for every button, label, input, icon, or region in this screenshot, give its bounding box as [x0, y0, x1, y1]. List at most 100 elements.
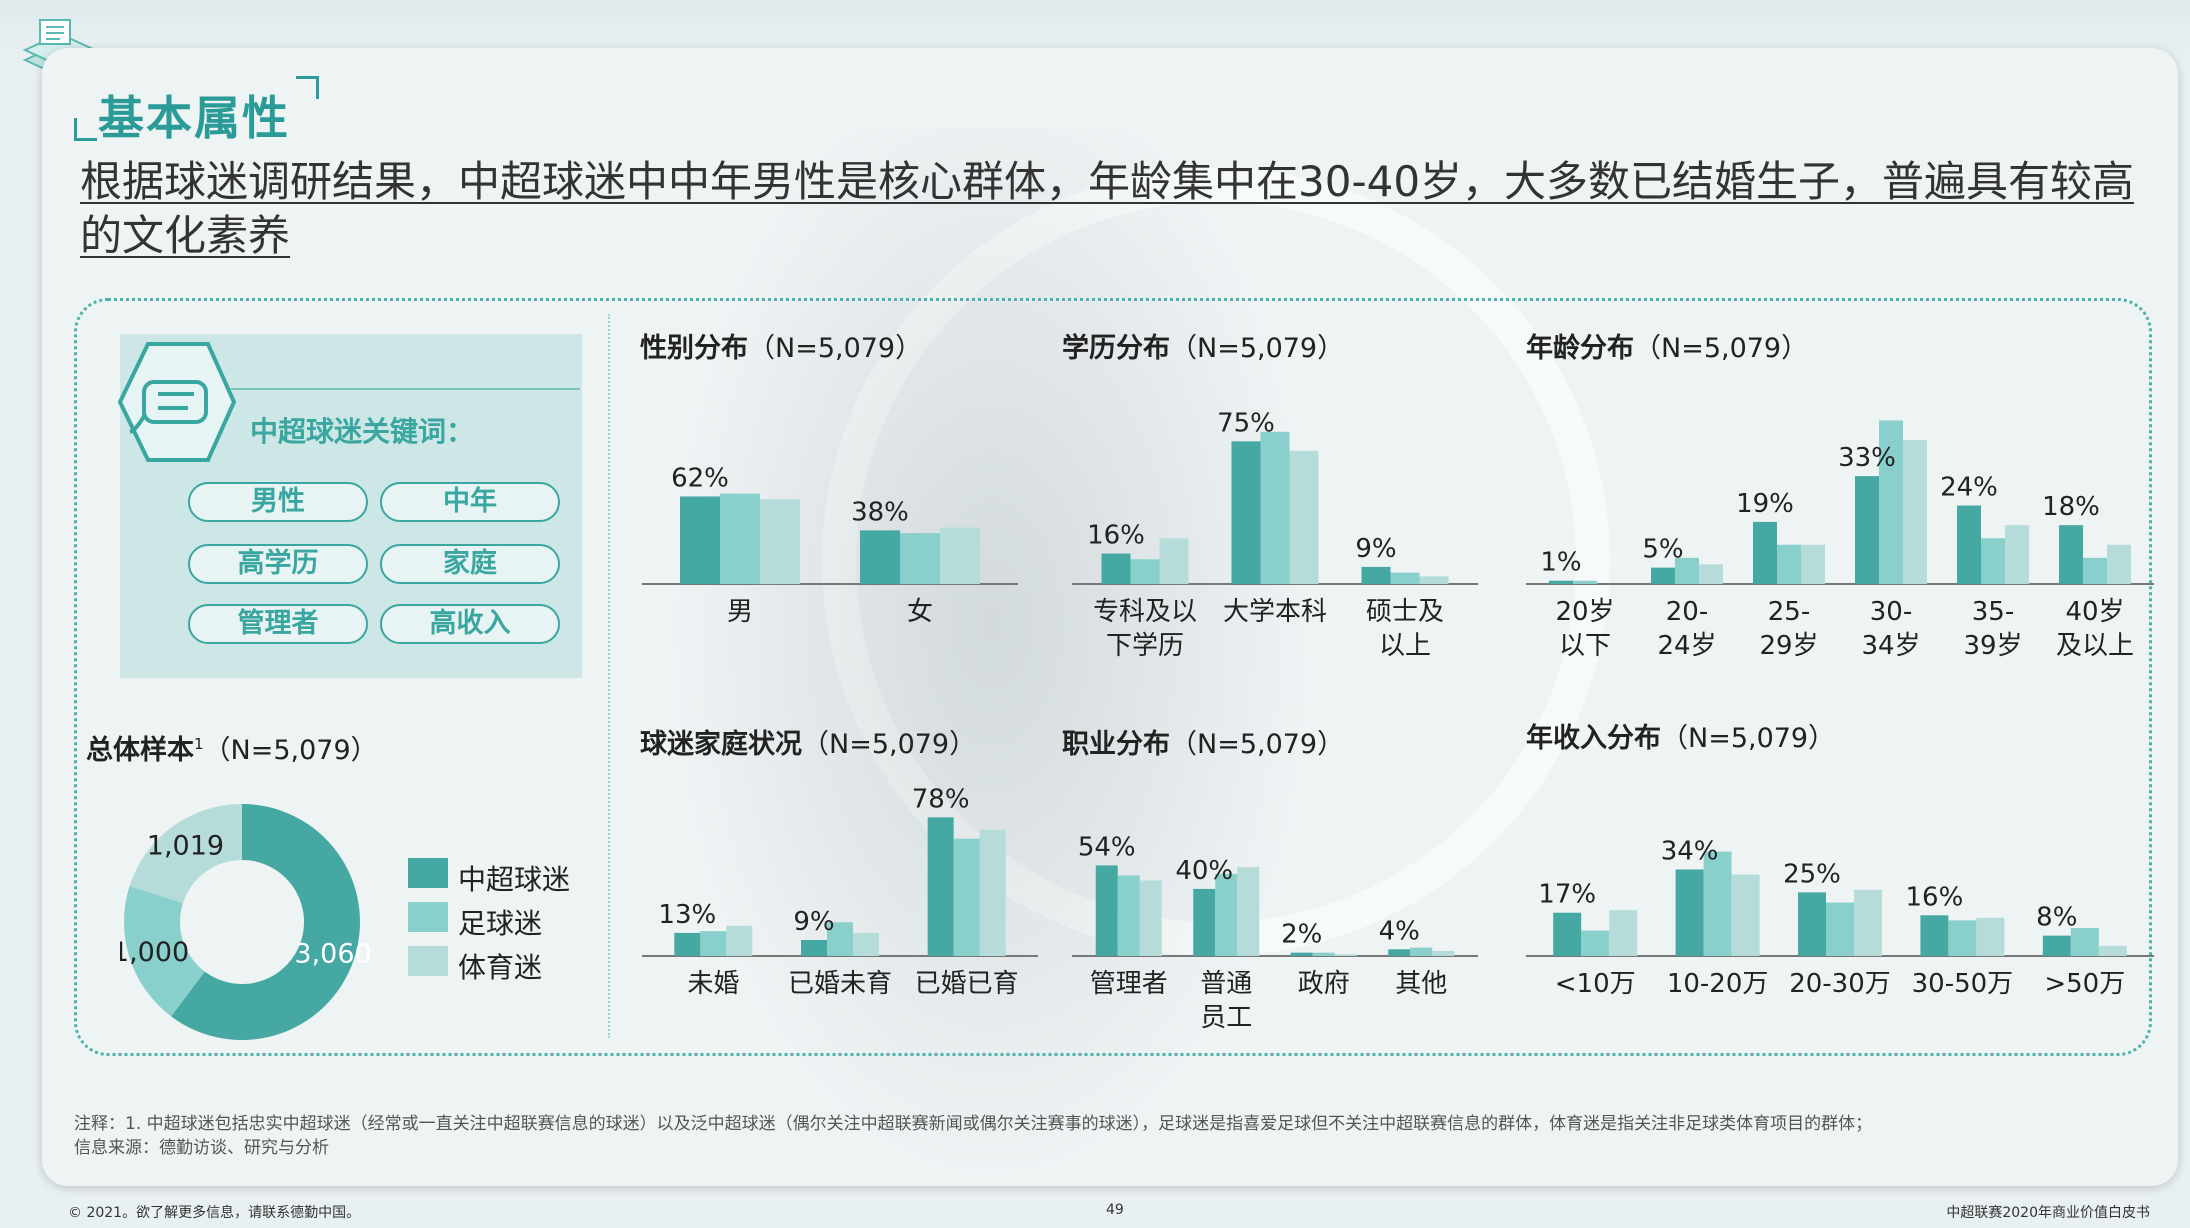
bar — [1410, 947, 1433, 956]
bar — [1260, 431, 1290, 584]
category-label: 29岁 — [1759, 631, 1818, 661]
donut-label: 3,060 — [294, 938, 371, 969]
bar — [1798, 892, 1826, 956]
bar — [1903, 440, 1927, 584]
bar — [1976, 917, 2005, 956]
category-label: >50万 — [2044, 969, 2125, 999]
data-label: 4% — [1379, 916, 1420, 946]
data-label: 16% — [1087, 521, 1145, 551]
category-label: 未婚 — [687, 969, 739, 999]
bar — [720, 493, 760, 584]
category-label: 25- — [1768, 597, 1810, 627]
bar — [1703, 851, 1732, 956]
bar — [1675, 869, 1704, 956]
category-label: 其他 — [1395, 969, 1447, 999]
page-number: 49 — [1106, 1202, 1124, 1218]
page-title: 基本属性 — [98, 91, 290, 145]
bar — [900, 533, 940, 584]
bar — [1290, 952, 1313, 956]
gender-chart-title: 性别分布（N=5,079） — [640, 333, 923, 364]
bar — [674, 932, 701, 956]
data-label: 2% — [1281, 920, 1322, 950]
panel-divider — [608, 314, 610, 1038]
bar — [2107, 544, 2131, 584]
bar — [1675, 557, 1699, 584]
keyword-tag: 中年 — [380, 482, 560, 522]
legend-swatch-1 — [408, 858, 448, 888]
keyword-tag: 家庭 — [380, 544, 560, 584]
category-label: 以上 — [1379, 631, 1431, 661]
education-chart-title: 学历分布（N=5,079） — [1062, 333, 1345, 364]
bar — [2083, 557, 2107, 584]
bar — [1095, 865, 1118, 956]
bar — [760, 499, 800, 584]
category-label: 男 — [727, 597, 753, 627]
legend-swatch-2 — [408, 902, 448, 932]
bar — [827, 922, 853, 956]
data-label: 16% — [1906, 882, 1964, 912]
bar — [979, 829, 1006, 956]
copyright: © 2021。欲了解更多信息，请联系德勤中国。 — [68, 1205, 361, 1221]
legend-label: 体育迷 — [458, 951, 543, 984]
donut-label: 1,019 — [147, 830, 224, 861]
bar — [2098, 945, 2127, 956]
occupation-chart-title: 职业分布（N=5,079） — [1062, 729, 1345, 760]
sample-title: 总体样本1（N=5,079） — [86, 735, 378, 766]
title-corner-bl — [74, 118, 97, 141]
bar — [801, 940, 827, 956]
bar — [1855, 476, 1879, 584]
bar — [1388, 949, 1411, 956]
category-label: 女 — [907, 597, 933, 627]
bar — [1117, 875, 1140, 956]
data-label: 24% — [1940, 473, 1998, 503]
footnote: 注释：1. 中超球迷包括忠实中超球迷（经常或一直关注中超联赛信息的球迷）以及泛中… — [74, 1112, 1872, 1160]
bar — [1549, 580, 1573, 584]
category-label: 下学历 — [1106, 631, 1184, 661]
data-label: 38% — [851, 497, 909, 527]
bar — [1826, 902, 1854, 956]
category-label: 普通 — [1200, 969, 1252, 999]
bar — [1753, 521, 1777, 584]
bar — [1312, 952, 1335, 956]
keyword-tag: 高学历 — [188, 544, 368, 584]
bar — [1231, 441, 1261, 584]
bar — [1553, 912, 1582, 956]
bar — [1139, 880, 1162, 956]
source-line: 信息来源：德勤访谈、研究与分析 — [74, 1138, 329, 1158]
family-bar-chart: 13% 未婚 9% 已婚未育 78% 已婚已育 — [642, 784, 1038, 999]
bar — [1777, 544, 1801, 584]
donut-slice — [129, 804, 242, 904]
category-label: 硕士及 — [1366, 597, 1444, 627]
data-label: 25% — [1783, 859, 1841, 889]
category-label: 及以上 — [2056, 631, 2134, 661]
data-label: 5% — [1642, 535, 1683, 565]
bar — [2070, 928, 2099, 956]
category-label: 20- — [1666, 597, 1708, 627]
data-label: 40% — [1175, 856, 1233, 886]
data-label: 1% — [1540, 548, 1581, 578]
bar — [2059, 525, 2083, 584]
bar — [1289, 450, 1319, 584]
category-label: 大学本科 — [1223, 597, 1327, 627]
age-chart-title: 年龄分布（N=5,079） — [1526, 333, 1809, 364]
bar — [1801, 544, 1825, 584]
bar — [2042, 935, 2071, 956]
category-label: 管理者 — [1090, 969, 1168, 999]
keyword-title: 中超球迷关键词： — [250, 415, 475, 448]
bar — [927, 817, 954, 956]
keyword-tag: 高收入 — [380, 604, 560, 644]
bar — [1699, 564, 1723, 584]
category-label: 30-50万 — [1912, 969, 2014, 999]
data-label: 13% — [658, 900, 716, 930]
category-label: 已婚已育 — [915, 969, 1019, 999]
bar — [1334, 954, 1357, 956]
bar — [1159, 538, 1189, 584]
bar — [1920, 915, 1949, 956]
category-label: 政府 — [1298, 969, 1350, 999]
keyword-tag: 男性 — [188, 482, 368, 522]
bar — [860, 530, 900, 584]
content-frame — [74, 298, 2152, 1056]
category-label: 24岁 — [1657, 631, 1716, 661]
